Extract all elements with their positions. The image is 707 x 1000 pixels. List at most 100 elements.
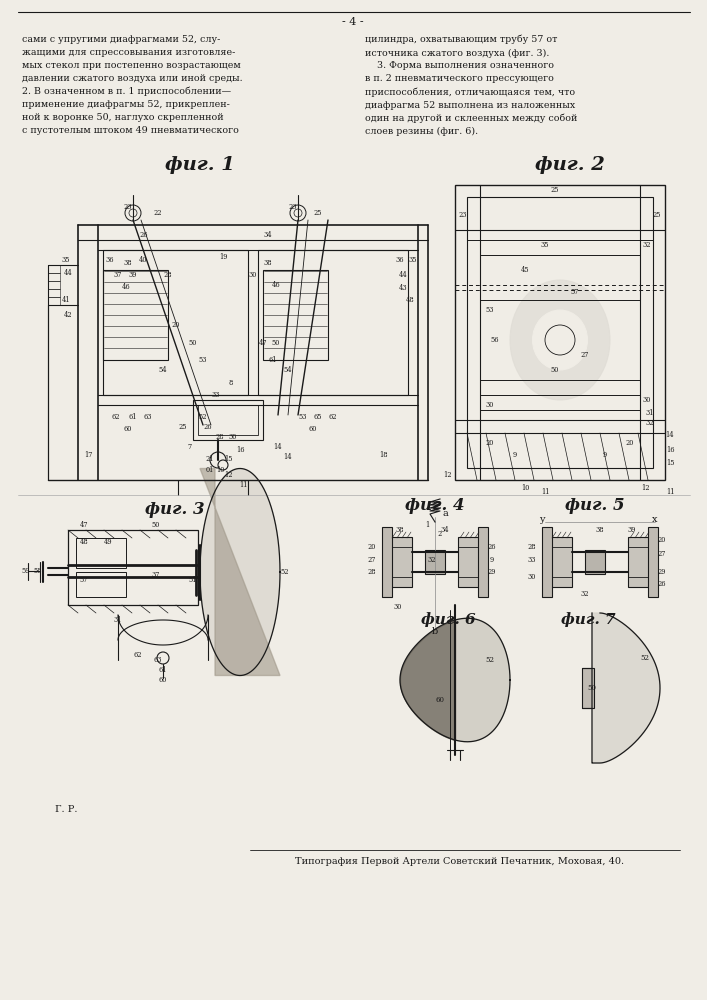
- Text: фиг. 7: фиг. 7: [561, 613, 615, 627]
- Text: фиг. 5: фиг. 5: [565, 496, 625, 514]
- Text: Г. Р.: Г. Р.: [55, 806, 78, 814]
- Text: 9: 9: [490, 556, 494, 564]
- Text: 42: 42: [64, 311, 72, 319]
- Text: 12: 12: [443, 471, 451, 479]
- Text: 38: 38: [596, 526, 604, 534]
- Text: 43: 43: [399, 284, 407, 292]
- Bar: [455, 185, 665, 480]
- Text: 20: 20: [486, 439, 494, 447]
- Bar: [390, 547, 412, 577]
- Text: 23: 23: [459, 211, 467, 219]
- Bar: [550, 547, 572, 577]
- Text: 49: 49: [104, 538, 112, 546]
- Text: 15: 15: [666, 459, 674, 467]
- Text: 54: 54: [158, 366, 168, 374]
- Text: 20: 20: [368, 543, 376, 551]
- Text: Типография Первой Артели Советский Печатник, Моховая, 40.: Типография Первой Артели Советский Печат…: [296, 857, 624, 866]
- Text: фиг. 3: фиг. 3: [145, 502, 205, 518]
- Text: 28: 28: [368, 568, 376, 576]
- Bar: [648, 527, 658, 597]
- Bar: [263, 270, 328, 360]
- Text: 45: 45: [520, 266, 530, 274]
- Text: 61: 61: [269, 356, 277, 364]
- Text: 56: 56: [491, 336, 499, 344]
- Text: 52: 52: [281, 568, 289, 576]
- Bar: [458, 537, 480, 587]
- Text: 41: 41: [62, 296, 70, 304]
- Text: 16: 16: [235, 446, 244, 454]
- Text: 38: 38: [396, 526, 404, 534]
- Text: 36: 36: [106, 256, 115, 264]
- Text: цилиндра, охватывающим трубу 57 от
источника сжатого воздуха (фиг. 3).
    3. Фо: цилиндра, охватывающим трубу 57 от источ…: [365, 35, 578, 136]
- Text: 50: 50: [189, 339, 197, 347]
- Polygon shape: [400, 618, 510, 742]
- Text: - 4 -: - 4 -: [342, 17, 364, 27]
- Polygon shape: [592, 613, 660, 763]
- Text: x: x: [653, 514, 658, 524]
- Bar: [103, 250, 248, 395]
- Bar: [390, 537, 412, 587]
- Text: 65: 65: [314, 413, 322, 421]
- Text: 21: 21: [206, 455, 214, 463]
- Bar: [48, 265, 60, 273]
- Text: 62: 62: [329, 413, 337, 421]
- Text: 26: 26: [140, 231, 148, 239]
- Text: 28: 28: [527, 543, 536, 551]
- Text: фиг. 4: фиг. 4: [405, 496, 464, 514]
- Text: 37: 37: [114, 271, 122, 279]
- Bar: [103, 270, 168, 360]
- Text: 60: 60: [436, 696, 445, 704]
- Text: 11: 11: [239, 481, 247, 489]
- Text: 47: 47: [259, 339, 267, 347]
- Text: 50: 50: [152, 521, 160, 529]
- Text: 29: 29: [658, 568, 666, 576]
- Text: 44: 44: [399, 271, 407, 279]
- Text: 57: 57: [571, 288, 579, 296]
- Ellipse shape: [510, 280, 610, 400]
- Text: 8: 8: [229, 379, 233, 387]
- Bar: [585, 550, 605, 574]
- Text: 25: 25: [179, 423, 187, 431]
- Text: 61: 61: [159, 666, 168, 674]
- Bar: [478, 527, 488, 597]
- Text: 48: 48: [406, 296, 414, 304]
- Text: 53: 53: [199, 356, 207, 364]
- Bar: [425, 550, 445, 574]
- Text: 57: 57: [80, 576, 88, 584]
- Text: 39: 39: [628, 526, 636, 534]
- Text: фиг. 1: фиг. 1: [165, 156, 235, 174]
- Text: 29: 29: [488, 568, 496, 576]
- Text: 9: 9: [513, 451, 517, 459]
- Text: 20: 20: [172, 321, 180, 329]
- Text: 62: 62: [112, 413, 120, 421]
- Text: 17: 17: [84, 451, 92, 459]
- Bar: [542, 527, 552, 597]
- Circle shape: [294, 209, 302, 217]
- Text: 30: 30: [229, 433, 237, 441]
- Text: 27: 27: [368, 556, 376, 564]
- Text: 47: 47: [80, 521, 88, 529]
- Text: y: y: [539, 514, 545, 524]
- Text: 25: 25: [314, 209, 322, 217]
- Text: 20: 20: [626, 439, 634, 447]
- Text: 60: 60: [159, 676, 167, 684]
- Text: 1: 1: [425, 521, 429, 529]
- Text: 63: 63: [144, 413, 152, 421]
- Text: 51: 51: [189, 576, 197, 584]
- Text: 11: 11: [541, 488, 549, 496]
- Text: 14: 14: [284, 453, 292, 461]
- Circle shape: [218, 460, 228, 470]
- Circle shape: [545, 325, 575, 355]
- Bar: [628, 537, 650, 587]
- Text: 40: 40: [139, 256, 147, 264]
- Text: 36: 36: [396, 256, 404, 264]
- Text: 44: 44: [64, 269, 72, 277]
- Text: сами с упругими диафрагмами 52, слу-
жащими для спрессовывания изготовляе-
мых с: сами с упругими диафрагмами 52, слу- жащ…: [22, 35, 243, 135]
- Text: 35: 35: [541, 241, 549, 249]
- Text: 31: 31: [645, 409, 654, 417]
- Text: 60: 60: [124, 425, 132, 433]
- Text: 39: 39: [129, 271, 137, 279]
- Text: 15: 15: [223, 455, 233, 463]
- Text: 12: 12: [223, 471, 233, 479]
- Text: 35: 35: [62, 256, 70, 264]
